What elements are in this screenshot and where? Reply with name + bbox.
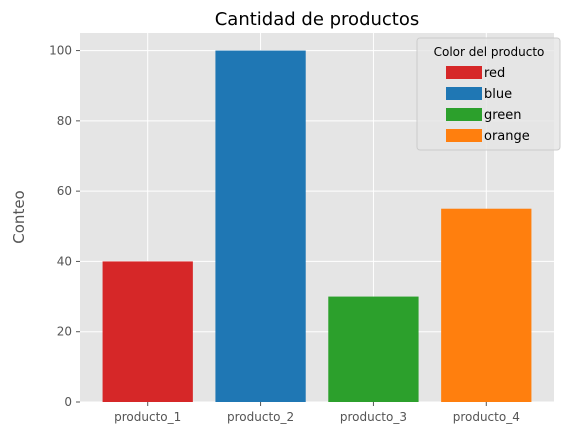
y-tick-label: 100 bbox=[49, 44, 72, 58]
bar-producto_2 bbox=[215, 50, 306, 402]
bar-producto_1 bbox=[102, 261, 193, 402]
x-tick-label: producto_3 bbox=[340, 410, 407, 424]
bars bbox=[102, 50, 532, 402]
legend-label-red: red bbox=[484, 66, 505, 81]
legend-swatch-orange bbox=[446, 129, 482, 142]
legend-swatch-green bbox=[446, 108, 482, 121]
legend-label-blue: blue bbox=[484, 87, 512, 102]
legend-label-orange: orange bbox=[484, 129, 530, 144]
x-tick-label: producto_2 bbox=[227, 410, 294, 424]
legend-label-green: green bbox=[484, 108, 522, 123]
chart-title: Cantidad de productos bbox=[215, 9, 420, 30]
x-tick-label: producto_4 bbox=[453, 410, 520, 424]
y-tick-label: 60 bbox=[57, 184, 72, 198]
y-tick-label: 80 bbox=[57, 114, 72, 128]
legend-swatch-red bbox=[446, 66, 482, 79]
y-tick-label: 20 bbox=[57, 325, 72, 339]
y-tick-label: 40 bbox=[57, 254, 72, 268]
y-axis-label: Conteo bbox=[10, 190, 28, 243]
x-tick-label: producto_1 bbox=[114, 410, 181, 424]
bar-producto_3 bbox=[328, 296, 419, 402]
legend: Color del producto red blue green orange bbox=[416, 37, 561, 151]
legend-title: Color del producto bbox=[434, 45, 545, 59]
y-tick-label: 0 bbox=[64, 395, 72, 409]
x-axis-ticks: producto_1 producto_2 producto_3 producto_4 bbox=[114, 402, 520, 424]
legend-entries: red blue green orange bbox=[446, 66, 530, 144]
y-axis-ticks: 0 20 40 60 80 100 bbox=[49, 44, 80, 409]
bar-producto_4 bbox=[441, 208, 532, 402]
legend-swatch-blue bbox=[446, 87, 482, 100]
